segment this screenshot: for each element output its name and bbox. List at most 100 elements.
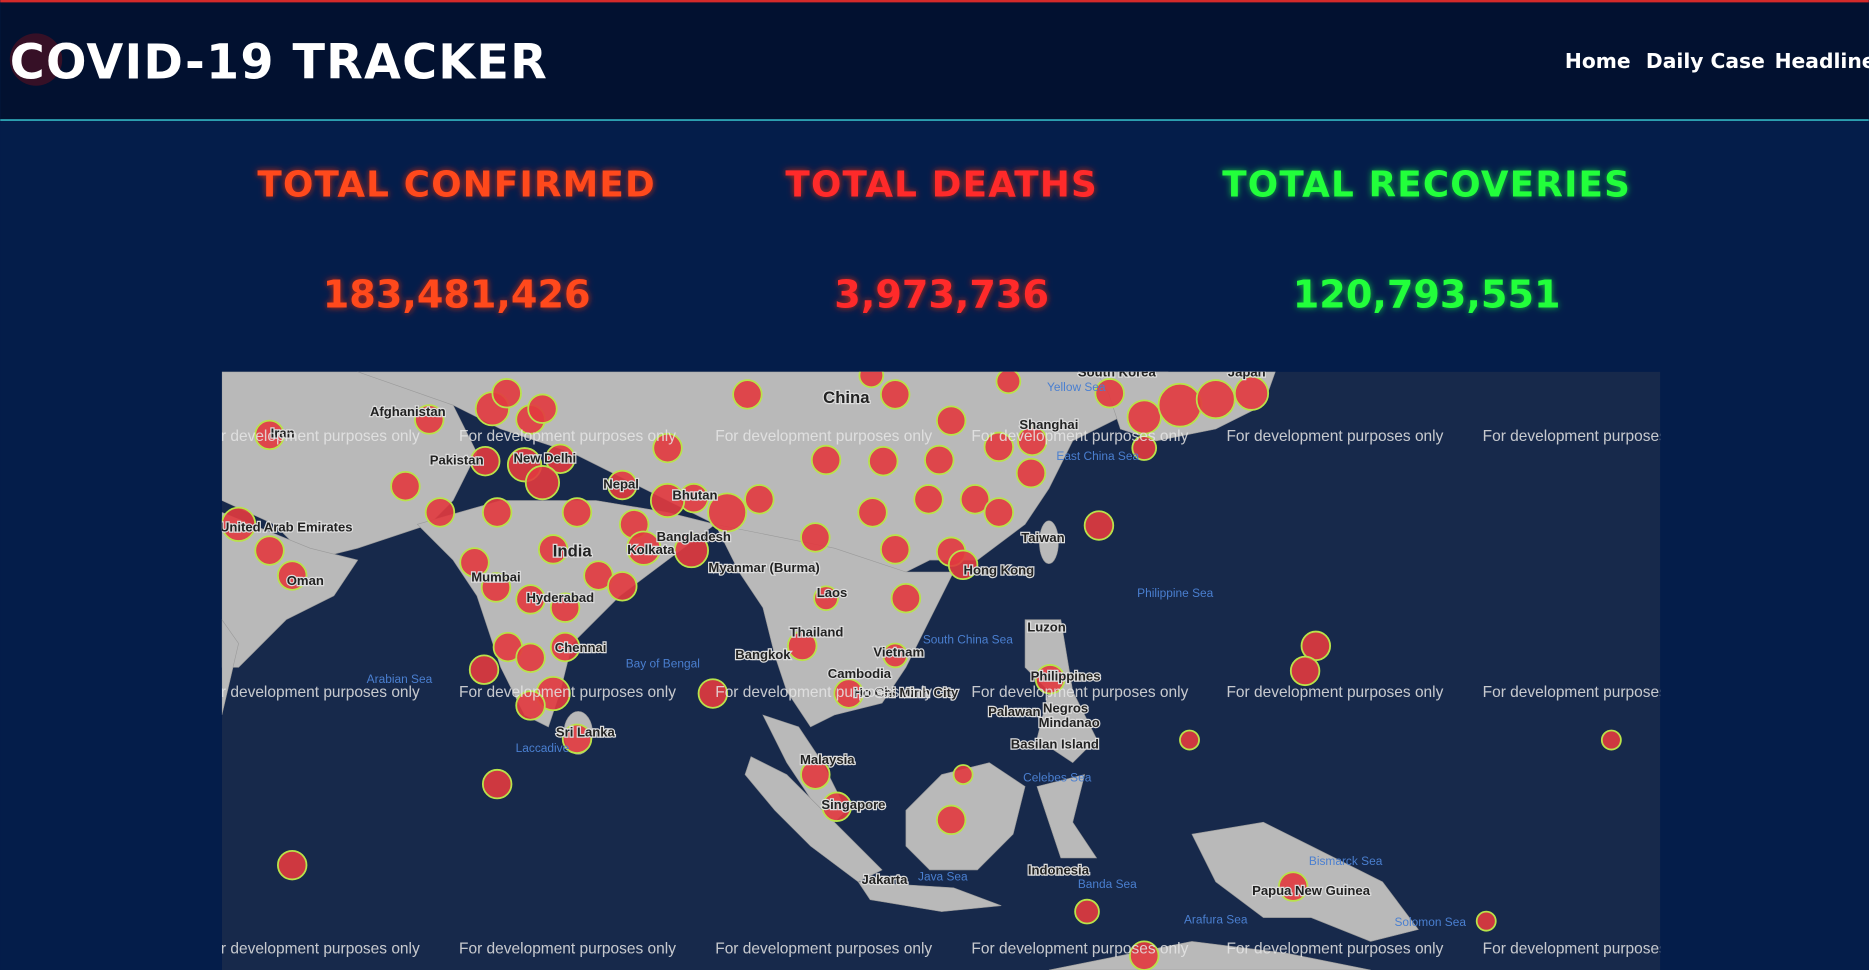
watermark: For development purposes only	[1483, 428, 1700, 445]
map-label: Bangladesh	[657, 529, 731, 544]
map-labels: Afghanistan Iran Pakistan New Delhi Nepal Bhu…	[220, 365, 1466, 929]
case-marker	[549, 631, 581, 663]
case-marker	[810, 444, 842, 476]
case-marker	[1129, 940, 1160, 970]
logo-icon	[9, 33, 63, 86]
sea-label: Philippine Sea	[1137, 586, 1214, 600]
map-label: Hyderabad	[526, 590, 594, 605]
case-marker	[821, 791, 852, 822]
case-marker	[626, 530, 662, 566]
case-marker	[390, 470, 421, 502]
stat-label: TOTAL CONFIRMED	[257, 165, 655, 206]
case-marker	[858, 371, 885, 389]
sea-label: Laccadive	[516, 741, 570, 755]
watermark: For development purposes only	[715, 684, 932, 701]
case-marker	[890, 583, 922, 614]
watermark: For development purposes only	[971, 428, 1188, 445]
sea-label: Bismarck Sea	[1309, 854, 1383, 868]
case-marker	[470, 445, 501, 477]
case-marker	[800, 522, 831, 553]
case-marker	[515, 584, 546, 615]
watermark: For development purposes only	[715, 940, 932, 957]
case-marker	[707, 492, 748, 533]
map-label: Vietnam	[873, 645, 924, 660]
case-marker	[983, 497, 1015, 528]
case-marker	[1083, 510, 1115, 541]
map-label: Taiwan	[1021, 530, 1064, 545]
map-label: Oman	[287, 573, 324, 588]
case-marker	[1074, 898, 1100, 925]
map-label: New Delhi	[514, 450, 577, 465]
sea-label: East China Sea	[1056, 449, 1139, 463]
map-label: Afghanistan	[370, 404, 446, 419]
watermark: For development purposes only	[203, 684, 420, 701]
map-label: Negros	[1043, 701, 1088, 716]
sea-label: Solomon Sea	[1394, 915, 1466, 929]
case-marker	[1600, 729, 1622, 751]
map-label: Ho Chi Minh City	[854, 685, 959, 700]
map-label: Chennai	[555, 640, 607, 655]
map-label: China	[823, 388, 870, 407]
map-label: United Arab Emirates	[220, 519, 353, 534]
case-marker	[959, 484, 991, 515]
map-label: South Korea	[1078, 365, 1157, 380]
case-marker	[1034, 664, 1066, 695]
watermark: For development purposes only	[459, 940, 676, 957]
header	[0, 0, 1869, 121]
stat-label: TOTAL RECOVERIES	[1222, 165, 1631, 206]
case-marker	[879, 534, 911, 565]
map-label: Kolkata	[627, 542, 675, 557]
sea-label: Celebes Sea	[1023, 771, 1092, 785]
case-marker	[481, 497, 513, 528]
case-marker	[561, 723, 593, 755]
case-marker	[1179, 729, 1200, 751]
map-label: Nepal	[603, 477, 639, 492]
case-marker	[491, 378, 522, 409]
case-marker	[480, 572, 512, 603]
case-marker	[254, 419, 285, 451]
case-markers	[221, 371, 1622, 970]
case-marker	[952, 764, 974, 785]
sea-label: Bay of Bengal	[626, 656, 700, 670]
case-marker	[879, 379, 911, 410]
case-marker	[1475, 910, 1497, 932]
nav-link[interactable]: Daily Case	[1646, 49, 1765, 73]
map-label: Jakarta	[862, 872, 909, 887]
map-label: Cambodia	[828, 666, 892, 681]
watermark: For development purposes only	[203, 940, 420, 957]
case-marker	[549, 592, 581, 623]
nav-link[interactable]: Headlines	[1775, 49, 1869, 73]
map-label: Mindanao	[1039, 715, 1100, 730]
map-label: Shanghai	[1019, 417, 1078, 432]
case-marker	[882, 642, 908, 669]
case-marker	[732, 379, 763, 410]
case-marker	[673, 532, 709, 569]
case-marker	[787, 630, 818, 662]
sea-label: Banda Sea	[1078, 877, 1137, 891]
map-label: Palawan	[988, 704, 1040, 719]
case-marker	[545, 443, 576, 474]
map-label: Mumbai	[471, 570, 520, 585]
sea-label: Yellow Sea	[1047, 380, 1106, 394]
map[interactable]: Afghanistan Iran Pakistan New Delhi Nepal Bhu…	[203, 363, 1700, 970]
nav-link[interactable]: Home	[1565, 49, 1631, 73]
case-marker	[995, 371, 1022, 395]
top-border	[0, 0, 1869, 3]
site-title: COVID-19 TRACKER	[10, 36, 548, 91]
case-marker	[913, 484, 944, 515]
watermarks: For development purposes only For develop…	[203, 428, 1700, 957]
case-marker	[924, 444, 955, 476]
map-label: Iran	[271, 425, 295, 440]
case-marker	[607, 469, 638, 501]
watermark: For development purposes only	[1226, 428, 1443, 445]
header-border	[0, 119, 1869, 121]
map-label: Myanmar (Burma)	[708, 560, 819, 575]
case-marker	[1015, 457, 1047, 489]
watermark: For development purposes only	[1483, 684, 1700, 701]
watermark: For development purposes only	[1483, 940, 1700, 957]
case-marker	[527, 393, 558, 424]
case-marker	[1277, 871, 1309, 902]
case-marker	[813, 585, 839, 612]
stat-value: 120,793,551	[1293, 272, 1561, 316]
case-marker	[459, 547, 490, 578]
